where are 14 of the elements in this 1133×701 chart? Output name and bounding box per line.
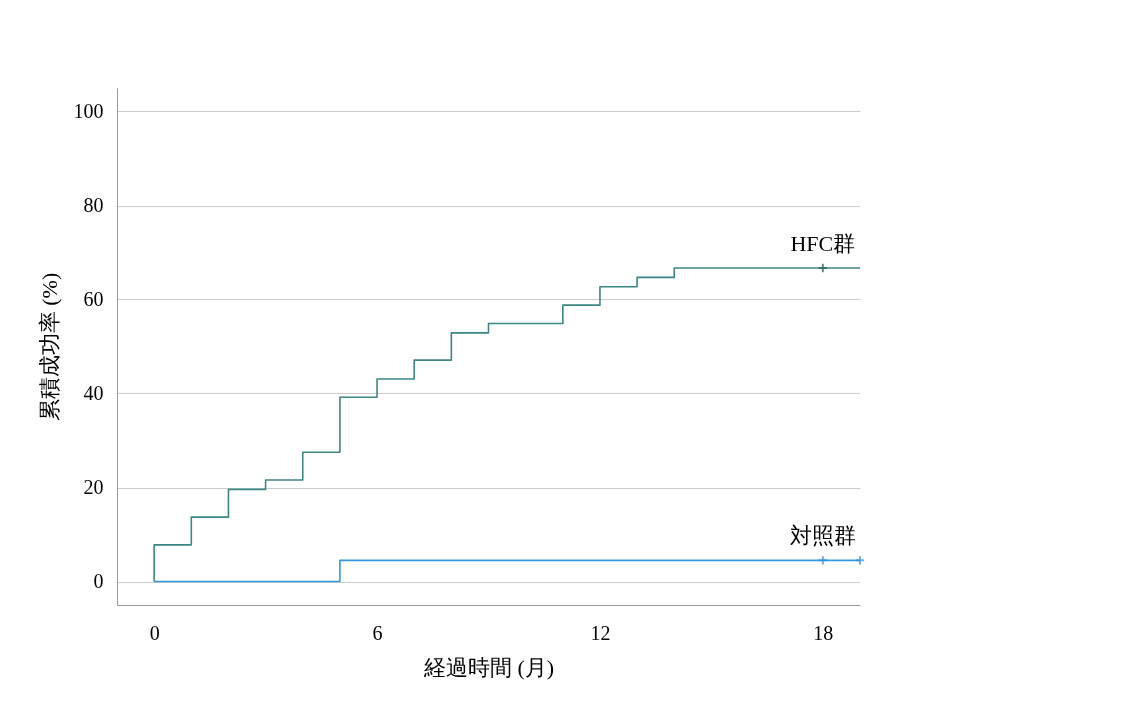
x-tick-label: 0: [149, 621, 160, 644]
y-tick-label: 100: [73, 100, 104, 122]
x-tick-label: 6: [372, 621, 383, 644]
x-axis-title: 経過時間 (月): [422, 654, 555, 680]
y-tick-label: 80: [83, 194, 104, 216]
x-tick-label: 18: [813, 621, 834, 644]
y-tick-label: 40: [83, 382, 104, 404]
series-label: HFC群: [790, 231, 856, 257]
y-tick-label: 60: [83, 288, 104, 310]
y-tick-label: 20: [83, 476, 104, 498]
y-tick-label: 0: [93, 570, 104, 592]
x-tick-label: 12: [590, 621, 611, 644]
y-axis-title: 累積成功率 (%): [36, 272, 62, 422]
series-label: 対照群: [789, 523, 856, 549]
